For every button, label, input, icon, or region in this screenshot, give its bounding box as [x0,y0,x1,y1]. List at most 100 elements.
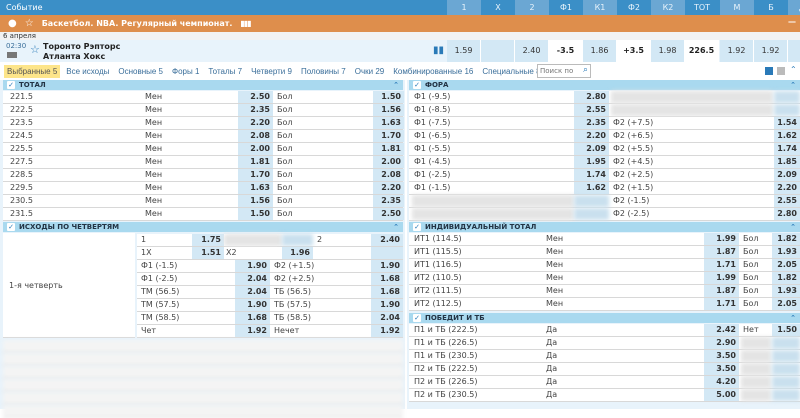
odds-cell[interactable]: 1.85 [774,156,800,168]
odds-cell[interactable]: 2.35 [373,195,404,207]
checkbox-icon[interactable]: ✓ [7,81,15,89]
checkbox-icon[interactable]: ✓ [413,81,421,89]
odds-cell[interactable]: 2.35 [574,117,609,129]
two-column-view-icon[interactable] [765,67,773,75]
odds-cell[interactable]: 2.80 [774,208,800,220]
match-odds-8[interactable]: 1.92 [720,40,754,62]
match-odds-9[interactable]: 1.92 [754,40,788,62]
odds-cell[interactable]: 2.04 [235,273,270,285]
odds-cell[interactable]: 1.99 [704,233,739,245]
odds-cell[interactable]: 4.20 [704,376,739,388]
total-row[interactable]: 225.5 Мен 2.00 Бол 1.81 [3,143,404,156]
odds-cell[interactable]: 2.55 [774,195,800,207]
collapse-icon[interactable]: — [788,17,796,26]
odds-cell[interactable]: 1.90 [235,299,270,311]
odds-cell[interactable]: 1.82 [772,272,800,284]
match-odds-0[interactable]: 1.59 [447,40,481,62]
quarters-header[interactable]: ✓ ИСХОДЫ ПО ЧЕТВЕРТЯМ ⌃ [3,222,403,232]
match-odds-1[interactable] [481,40,515,62]
odds-cell[interactable]: 1.93 [772,246,800,258]
tab-3[interactable]: Форы 1 [172,67,200,76]
odds-cell[interactable]: 2.40 [371,234,403,246]
odds-cell[interactable]: 1.87 [704,285,739,297]
checkbox-icon[interactable]: ✓ [413,223,421,231]
ind-total-row[interactable]: ИТ1 (116.5) Мен 1.71 Бол 2.05 [409,259,800,272]
odds-cell[interactable] [371,247,403,259]
odds-cell[interactable]: 2.00 [373,156,404,168]
quarter-row[interactable]: 1 1.75 2 2.40 [137,234,403,247]
one-column-view-icon[interactable] [777,67,785,75]
odds-cell[interactable]: 2.20 [373,182,404,194]
odds-cell[interactable]: 1.93 [772,285,800,297]
odds-cell[interactable]: 1.99 [704,272,739,284]
odds-cell[interactable]: 2.04 [235,286,270,298]
star-icon[interactable]: ☆ [24,18,34,29]
total-row[interactable]: 222.5 Мен 2.35 Бол 1.56 [3,104,404,117]
odds-cell[interactable]: 2.05 [772,259,800,271]
tab-1[interactable]: Все исходы [66,67,110,76]
odds-cell[interactable]: 1.81 [238,156,273,168]
chevron-up-icon[interactable]: ⌃ [790,81,796,89]
quarter-row[interactable]: 1X 1.51 X2 1.96 [137,247,403,260]
chevron-up-icon[interactable]: ⌃ [393,223,399,231]
fora-row[interactable]: Ф1 (-8.5) 2.55 [409,104,800,117]
tab-7[interactable]: Очки 29 [354,67,385,76]
total-row[interactable]: 230.5 Мен 1.56 Бол 2.35 [3,195,404,208]
odds-cell[interactable]: 1.74 [774,143,800,155]
quarter-row[interactable]: Ф1 (-2.5) 2.04 Ф2 (+2.5) 1.68 [137,273,403,286]
total-row[interactable]: 228.5 Мен 1.70 Бол 2.08 [3,169,404,182]
odds-cell[interactable]: 1.82 [772,233,800,245]
odds-cell[interactable]: 2.08 [238,130,273,142]
total-row[interactable]: 227.5 Мен 1.81 Бол 2.00 [3,156,404,169]
fora-row[interactable]: Ф2 (-1.5) 2.55 [409,195,800,208]
odds-cell[interactable]: 1.56 [238,195,273,207]
search-input[interactable] [538,65,576,77]
quarter-row[interactable]: ТМ (56.5) 2.04 ТБ (56.5) 1.68 [137,286,403,299]
odds-cell[interactable]: 5.00 [704,389,739,401]
odds-cell[interactable]: 1.63 [373,117,404,129]
total-row[interactable]: 221.5 Мен 2.50 Бол 1.50 [3,91,404,104]
stats-icon[interactable]: ▮▮▮ [240,19,251,28]
win-tb-row[interactable]: П2 и ТБ (226.5) Да 4.20 [409,376,800,389]
odds-cell[interactable]: 2.04 [371,312,403,324]
fora-row[interactable]: Ф1 (-9.5) 2.80 [409,91,800,104]
odds-cell[interactable]: 1.92 [371,325,403,337]
odds-cell[interactable]: 1.70 [373,130,404,142]
odds-cell[interactable]: 1.68 [371,286,403,298]
odds-cell[interactable]: 1.71 [704,259,739,271]
odds-cell[interactable]: 2.08 [373,169,404,181]
odds-cell[interactable]: 2.20 [574,130,609,142]
checkbox-icon[interactable]: ✓ [7,223,15,231]
fora-row[interactable]: Ф1 (-1.5) 1.62 Ф2 (+1.5) 2.20 [409,182,800,195]
odds-cell[interactable]: 1.63 [238,182,273,194]
odds-cell[interactable]: 3.50 [704,350,739,362]
odds-cell[interactable]: 1.75 [192,234,224,246]
league-bar[interactable]: ● ☆ Баскетбол. NBA. Регулярный чемпионат… [0,15,800,32]
quarter-row[interactable]: ТМ (57.5) 1.90 ТБ (57.5) 1.90 [137,299,403,312]
odds-cell[interactable]: 1.92 [235,325,270,337]
stats-icon[interactable]: ▮▮ [433,45,445,56]
total-row[interactable]: 223.5 Мен 2.20 Бол 1.63 [3,117,404,130]
tab-5[interactable]: Четверти 9 [251,67,292,76]
odds-cell[interactable]: 2.42 [704,324,739,336]
match-odds-5[interactable]: +3.5 [617,40,651,62]
tab-8[interactable]: Комбинированные 16 [393,67,474,76]
team1-name[interactable]: Торонто Рэпторс [43,42,121,51]
odds-cell[interactable]: 2.20 [238,117,273,129]
odds-cell[interactable]: 2.90 [704,337,739,349]
odds-cell[interactable]: 1.87 [704,246,739,258]
tab-6[interactable]: Половины 7 [300,67,346,76]
win-tb-header[interactable]: ✓ ПОБЕДИТ И ТБ ⌃ [409,313,800,323]
total-row[interactable]: 231.5 Мен 1.50 Бол 2.50 [3,208,404,221]
odds-cell[interactable]: 2.55 [574,104,609,116]
ind-total-row[interactable]: ИТ1 (114.5) Мен 1.99 Бол 1.82 [409,233,800,246]
team2-name[interactable]: Атланта Хокс [43,52,106,61]
odds-cell[interactable]: 2.80 [574,91,609,103]
odds-cell[interactable]: 1.71 [704,298,739,310]
tab-4[interactable]: Тоталы 7 [208,67,243,76]
match-odds-6[interactable]: 1.98 [651,40,685,62]
fora-row[interactable]: Ф1 (-2.5) 1.74 Ф2 (+2.5) 2.09 [409,169,800,182]
odds-cell[interactable]: 1.68 [235,312,270,324]
checkbox-icon[interactable]: ✓ [413,314,421,322]
odds-cell[interactable]: 2.09 [574,143,609,155]
